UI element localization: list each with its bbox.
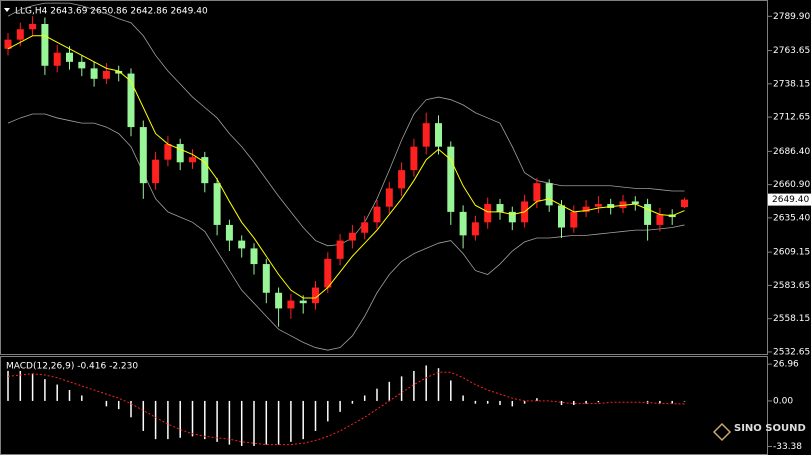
candle-body <box>213 183 221 225</box>
candle-body <box>250 248 258 265</box>
band-lower <box>7 113 685 351</box>
candle-body <box>385 188 393 207</box>
y-tick-label: 2686.40 <box>773 147 810 157</box>
candle-body <box>102 70 110 79</box>
candle-body <box>4 39 12 49</box>
candle-body <box>447 146 455 212</box>
y-tick-label: 2532.65 <box>773 347 810 357</box>
candle-body <box>619 201 627 208</box>
y-tick-label: 0.00 <box>773 396 793 406</box>
candle-body <box>496 204 504 212</box>
candle-body <box>545 183 553 206</box>
candle-body <box>631 201 639 205</box>
candle-body <box>656 214 664 225</box>
candle-body <box>410 146 418 171</box>
y-tick-label: 2763.65 <box>773 46 810 56</box>
candle-body <box>361 222 369 233</box>
y-tick-label: 2558.15 <box>773 314 810 324</box>
logo: SINO SOUND <box>712 422 806 442</box>
candle-body <box>66 52 73 62</box>
y-tick-label: 2712.65 <box>773 113 810 123</box>
candle-body <box>189 157 196 163</box>
candle-body <box>238 240 246 249</box>
candle-body <box>594 204 602 207</box>
candle-body <box>29 24 37 30</box>
price-label-box <box>768 193 811 206</box>
candle-body <box>275 292 283 309</box>
signal-line <box>7 371 685 446</box>
menu-arrow <box>4 8 10 12</box>
main-pane <box>0 0 768 355</box>
macd-title: MACD(12,26,9) -0.416 -2.230 <box>6 362 138 372</box>
candle-body <box>225 224 233 241</box>
candle-body <box>336 240 344 259</box>
candle-body <box>16 29 24 40</box>
candle-body <box>139 127 147 184</box>
y-tick-label: 2635.40 <box>773 213 810 223</box>
candle-body <box>644 204 652 225</box>
candle-body <box>435 123 442 147</box>
candle-body <box>373 206 381 223</box>
candle-body <box>78 61 86 69</box>
candle-body <box>681 199 688 208</box>
candle-body <box>287 300 295 309</box>
candle-body <box>262 264 270 293</box>
candle-body <box>558 205 565 228</box>
candle-body <box>348 232 356 241</box>
moving-average <box>7 35 685 299</box>
candle-body <box>127 73 135 128</box>
candle-body <box>398 170 406 189</box>
band-upper <box>7 2 685 247</box>
candle-body <box>176 144 184 163</box>
logo-icon <box>712 422 732 442</box>
y-tick-label: 2609.15 <box>773 248 810 258</box>
candle-body <box>508 211 516 223</box>
candle-body <box>607 204 615 208</box>
y-tick-label: -33.38 <box>773 442 802 452</box>
candle-body <box>299 300 307 304</box>
y-tick-label: 2738.15 <box>773 79 810 89</box>
y-tick-label: 2789.90 <box>773 12 810 22</box>
candle-body <box>41 24 49 66</box>
candle-body <box>324 258 332 288</box>
candle-body <box>533 183 541 202</box>
candle-body <box>459 211 467 236</box>
candle-body <box>422 123 430 147</box>
candle-body <box>164 144 172 160</box>
y-tick-label: 26.96 <box>773 360 799 370</box>
price-label: 2649.40 <box>772 195 809 205</box>
candle-body <box>312 287 319 304</box>
y-tick-label: 2660.90 <box>773 180 810 190</box>
candle-body <box>201 157 209 184</box>
candle-body <box>582 206 590 212</box>
candle-body <box>484 204 492 223</box>
candle-body <box>53 52 61 66</box>
candle-body <box>570 211 578 228</box>
candle-body <box>152 159 160 184</box>
y-tick-label: 2583.65 <box>773 281 810 291</box>
candle-body <box>90 68 98 79</box>
candle-body <box>115 70 123 74</box>
candle-body <box>471 222 479 236</box>
chart-title: LLG,H4 2643.69 2650.86 2642.86 2649.40 <box>15 7 208 17</box>
watermark: SINO SOUND <box>734 423 806 434</box>
